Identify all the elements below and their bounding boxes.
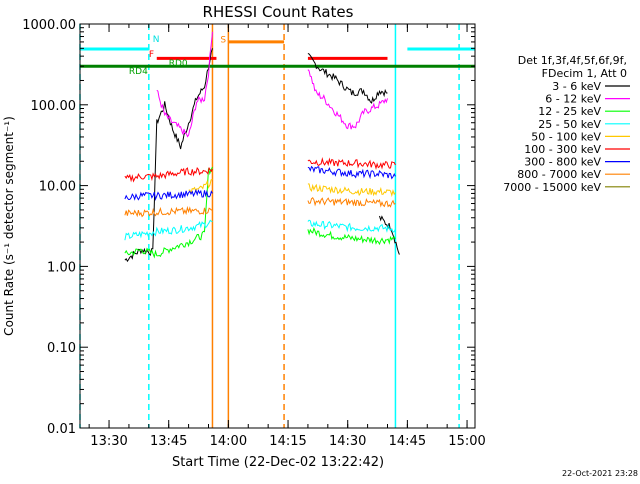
series-line-800-7000-kev-seg-0: [124, 205, 213, 218]
x-tick-label: 14:30: [329, 434, 366, 449]
vertical-markers-layer: [79, 24, 460, 428]
series-line-50-100-kev-seg-1: [307, 183, 396, 198]
series-line-12-25-kev-seg-0: [124, 166, 213, 259]
series-line-6-12-kev-seg-1: [307, 69, 388, 130]
axes-layer: 13:30 13:45 14:00 14:15 14:30 14:45 15:00 0.01 0…: [22, 18, 486, 449]
chart-title: RHESSI Count Rates: [203, 3, 354, 21]
legend-label-800-7000-kev: 800 - 7000 keV: [517, 168, 601, 181]
x-axis-label: Start Time (22-Dec-02 13:22:42): [172, 455, 384, 470]
plot-frame: [79, 23, 476, 429]
footer-timestamp: 22-Oct-2021 23:28: [562, 469, 638, 478]
x-tick-label: 14:00: [210, 434, 247, 449]
x-tick-label: 13:45: [150, 434, 187, 449]
legend-label-7000-15000-kev: 7000 - 15000 keV: [503, 181, 601, 194]
series-line-50-100-kev-seg-0: [188, 178, 213, 195]
series-line-300-800-kev-seg-1: [307, 165, 396, 180]
legend-label-50-100-kev: 50 - 100 keV: [531, 130, 601, 143]
annotation-s: S: [220, 36, 226, 46]
annotation-n: N: [153, 35, 160, 45]
legend-label-100-300-kev: 100 - 300 keV: [524, 143, 601, 156]
legend-header-line: Det 1f,3f,4f,5f,6f,9f,: [518, 54, 627, 67]
series-line-6-12-kev-seg-0: [156, 31, 213, 138]
annotations-layer: NF RD0 RD4 S: [129, 35, 226, 77]
y-tick-label: 10.00: [39, 180, 76, 195]
legend: Det 1f,3f,4f,5f,6f,9f,FDecim 1, Att 03 -…: [503, 54, 630, 194]
x-tick-label: 13:30: [90, 434, 127, 449]
series-line-300-800-kev-seg-0: [124, 188, 213, 202]
annotation-rd4: RD4: [129, 67, 148, 77]
series-line-25-50-kev-seg-0: [124, 219, 213, 241]
y-tick-label: 1000.00: [22, 18, 76, 33]
series-line-3-6-kev-seg-1: [307, 53, 388, 104]
annotation-f: F: [149, 50, 154, 60]
legend-label-3-6-kev: 3 - 6 keV: [552, 80, 601, 93]
legend-label-6-12-kev: 6 - 12 keV: [545, 93, 601, 106]
x-tick-label: 14:15: [269, 434, 306, 449]
legend-header-line: FDecim 1, Att 0: [542, 67, 627, 80]
annotation-rd0: RD0: [169, 59, 188, 69]
y-tick-label: 0.10: [47, 341, 76, 356]
y-tick-label: 1.00: [47, 260, 76, 275]
y-tick-label: 0.01: [47, 422, 76, 437]
series-line-25-50-kev-seg-1: [307, 219, 396, 233]
series-line-100-300-kev-seg-1: [307, 157, 396, 170]
series-line-100-300-kev-seg-0: [124, 166, 213, 183]
series-line-12-25-kev-seg-1: [307, 226, 396, 246]
series-line-3-6-kev-seg-0: [124, 48, 213, 263]
series-line-800-7000-kev-seg-1: [307, 197, 396, 208]
x-tick-label: 15:00: [448, 434, 485, 449]
legend-label-300-800-kev: 300 - 800 keV: [524, 156, 601, 169]
series-line-3-6-kev-seg-2: [379, 215, 400, 255]
y-tick-label: 100.00: [31, 99, 77, 114]
x-tick-label: 14:45: [389, 434, 426, 449]
interval-bars-layer: [80, 40, 475, 68]
series-layer: [124, 31, 400, 263]
y-axis-label: Count Rate (s⁻¹ detector segment⁻¹): [2, 116, 16, 336]
legend-label-12-25-kev: 12 - 25 keV: [538, 105, 601, 118]
legend-label-25-50-kev: 25 - 50 keV: [538, 118, 601, 131]
